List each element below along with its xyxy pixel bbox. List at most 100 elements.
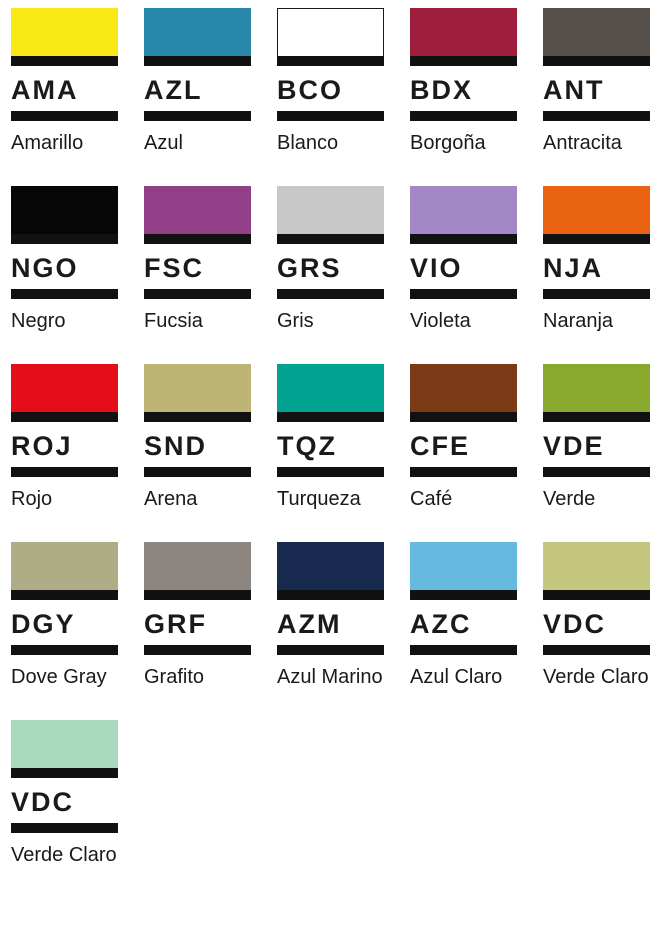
code-underline-bar [277, 289, 384, 299]
color-code-label: AMA [11, 75, 79, 105]
swatch-underline-bar [277, 234, 384, 244]
code-underline-bar [144, 467, 251, 477]
swatch-underline-bar [277, 56, 384, 66]
color-swatch-cell: NGO Negro [11, 186, 118, 334]
color-area [410, 364, 517, 412]
color-swatch-cell: SND Arena [144, 364, 251, 512]
color-swatch-cell: GRS Gris [277, 186, 384, 334]
color-name-label: Café [410, 488, 453, 510]
color-code-label: ROJ [11, 431, 73, 461]
swatch-underline-bar [144, 590, 251, 600]
color-name-label: Naranja [543, 310, 614, 332]
color-swatch-cell: GRF Grafito [144, 542, 251, 690]
color-area [543, 542, 650, 590]
color-code-label: SND [144, 431, 208, 461]
color-swatch-cell: AMA Amarillo [11, 8, 118, 156]
code-underline-bar [410, 467, 517, 477]
color-swatch-cell: AZL Azul [144, 8, 251, 156]
color-name-label: Gris [277, 310, 314, 332]
color-name-label: Azul Marino [277, 666, 383, 688]
color-swatch-cell: NJA Naranja [543, 186, 650, 334]
swatch-underline-bar [277, 590, 384, 600]
color-code-label: GRF [144, 609, 207, 639]
color-swatch-cell: ROJ Rojo [11, 364, 118, 512]
swatch-underline-bar [11, 412, 118, 422]
color-area [277, 542, 384, 590]
code-underline-bar [543, 289, 650, 299]
swatch-underline-bar [410, 234, 517, 244]
code-underline-bar [11, 111, 118, 121]
color-area [543, 186, 650, 234]
color-name-label: Rojo [11, 488, 53, 510]
code-underline-bar [11, 467, 118, 477]
color-code-label: GRS [277, 253, 342, 283]
color-name-label: Dove Gray [11, 666, 107, 688]
color-area [543, 364, 650, 412]
swatch-underline-bar [11, 234, 118, 244]
swatch-underline-bar [543, 234, 650, 244]
color-area [11, 364, 118, 412]
color-area [11, 186, 118, 234]
color-area [277, 364, 384, 412]
code-underline-bar [410, 289, 517, 299]
code-underline-bar [144, 111, 251, 121]
color-swatch-cell: VIO Violeta [410, 186, 517, 334]
code-underline-bar [11, 823, 118, 833]
color-name-label: Azul [144, 132, 183, 154]
color-code-label: NGO [11, 253, 79, 283]
color-code-label: DGY [11, 609, 76, 639]
swatch-underline-bar [144, 412, 251, 422]
swatch-underline-bar [543, 590, 650, 600]
color-swatch-cell: AZM Azul Marino [277, 542, 384, 690]
color-area [410, 186, 517, 234]
color-swatch-cell: CFE Café [410, 364, 517, 512]
color-code-label: CFE [410, 431, 470, 461]
code-underline-bar [277, 467, 384, 477]
code-underline-bar [410, 645, 517, 655]
color-code-label: AZM [277, 609, 342, 639]
color-name-label: Amarillo [11, 132, 84, 154]
code-underline-bar [11, 289, 118, 299]
color-code-label: ANT [543, 75, 605, 105]
color-name-label: Blanco [277, 132, 339, 154]
swatch-underline-bar [543, 412, 650, 422]
swatch-underline-bar [11, 590, 118, 600]
color-name-label: Violeta [410, 310, 471, 332]
color-swatch-cell: ANT Antracita [543, 8, 650, 156]
color-name-label: Azul Claro [410, 666, 503, 688]
color-area [144, 364, 251, 412]
swatch-underline-bar [11, 56, 118, 66]
color-area [277, 186, 384, 234]
swatch-underline-bar [410, 412, 517, 422]
color-code-label: VDC [543, 609, 607, 639]
color-code-label: AZL [144, 75, 203, 105]
swatch-underline-bar [144, 56, 251, 66]
color-swatch-cell: BCO Blanco [277, 8, 384, 156]
color-name-label: Fucsia [144, 310, 203, 332]
color-code-label: TQZ [277, 431, 337, 461]
color-name-label: Antracita [543, 132, 622, 154]
color-swatch-cell: FSC Fucsia [144, 186, 251, 334]
code-underline-bar [543, 467, 650, 477]
color-area [410, 8, 517, 56]
swatch-underline-bar [543, 56, 650, 66]
color-code-label: VDE [543, 431, 605, 461]
color-name-label: Verde Claro [11, 844, 117, 866]
color-code-label: AZC [410, 609, 472, 639]
color-swatch-cell: VDE Verde [543, 364, 650, 512]
code-underline-bar [277, 111, 384, 121]
color-swatch-cell: DGY Dove Gray [11, 542, 118, 690]
color-name-label: Verde Claro [543, 666, 649, 688]
color-area [144, 542, 251, 590]
color-code-label: VIO [410, 253, 463, 283]
code-underline-bar [144, 645, 251, 655]
color-area [410, 542, 517, 590]
color-swatch-cell: BDX Borgoña [410, 8, 517, 156]
color-name-label: Borgoña [410, 132, 486, 154]
color-area [11, 8, 118, 56]
color-swatch-cell: VDC Verde Claro [543, 542, 650, 690]
color-swatch-cell: VDC Verde Claro [11, 720, 118, 868]
color-name-label: Arena [144, 488, 198, 510]
color-code-label: BCO [277, 75, 343, 105]
